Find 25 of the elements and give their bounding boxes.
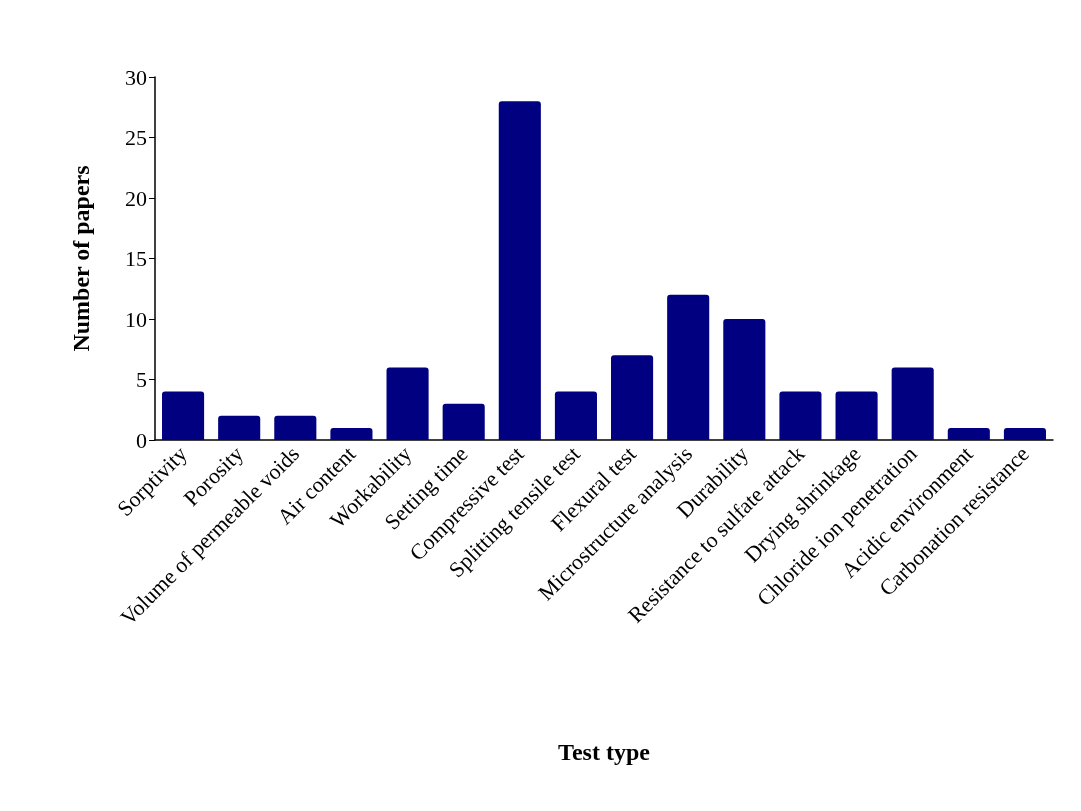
x-axis-title: Test type xyxy=(558,739,651,765)
bar xyxy=(835,391,878,440)
bar xyxy=(218,415,261,440)
y-tick-label: 20 xyxy=(125,185,147,211)
bar xyxy=(386,367,429,440)
y-axis-title: Number of papers xyxy=(68,165,94,352)
y-tick-label: 10 xyxy=(125,306,147,332)
bar xyxy=(947,427,990,440)
bar xyxy=(891,367,934,440)
y-tick-label: 0 xyxy=(136,427,147,453)
bar xyxy=(1003,427,1046,440)
bar xyxy=(274,415,317,440)
bar xyxy=(330,427,373,440)
y-tick-label: 25 xyxy=(125,125,147,150)
bar xyxy=(442,403,485,440)
bar xyxy=(554,391,597,440)
bar xyxy=(779,391,822,440)
y-tick-label: 15 xyxy=(125,246,147,271)
y-tick-label: 5 xyxy=(136,367,147,392)
bar xyxy=(498,101,541,440)
bar xyxy=(667,294,710,440)
bar xyxy=(611,355,654,440)
bar xyxy=(162,391,205,440)
y-tick-label: 30 xyxy=(125,64,147,90)
bar xyxy=(723,319,766,440)
